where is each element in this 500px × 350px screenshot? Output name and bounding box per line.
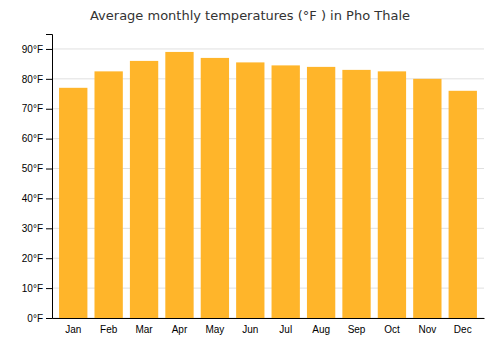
- x-tick-label: Jun: [242, 324, 258, 335]
- bar: [413, 79, 441, 318]
- y-axis: 0°F 10°F 20°F 30°F 40°F 50°F 60°F 70°F 80°F 90°F: [22, 35, 53, 324]
- x-tick: Jan: [65, 324, 81, 335]
- y-tick: 70°F: [22, 103, 52, 114]
- bar: [94, 71, 122, 318]
- x-tick: Nov: [418, 324, 436, 335]
- y-tick-mark: [46, 49, 52, 50]
- x-tick: Jun: [242, 324, 258, 335]
- x-tick: Aug: [312, 324, 330, 335]
- y-tick-mark: [46, 139, 52, 140]
- grid-line: [52, 48, 484, 49]
- y-tick-label: 10°F: [22, 283, 43, 294]
- x-tick: Feb: [100, 324, 118, 335]
- y-tick-label: 30°F: [22, 223, 43, 234]
- y-tick: 90°F: [22, 44, 52, 55]
- y-tick: 30°F: [22, 223, 52, 234]
- y-tick-mark: [46, 109, 52, 110]
- x-axis-line: [53, 318, 485, 319]
- bar: [378, 71, 406, 318]
- x-tick: Mar: [135, 324, 153, 335]
- chart: 0°F 10°F 20°F 30°F 40°F 50°F 60°F 70°F 80°F 90°F J…: [0, 0, 500, 350]
- y-tick-mark: [46, 258, 52, 259]
- x-tick-label: Mar: [135, 324, 153, 335]
- bar: [59, 88, 87, 318]
- x-tick: Dec: [454, 324, 472, 335]
- x-tick: Apr: [172, 324, 188, 335]
- y-tick-label: 20°F: [22, 253, 43, 264]
- y-tick-label: 80°F: [22, 74, 43, 85]
- bar: [201, 58, 229, 318]
- x-tick-label: May: [205, 324, 224, 335]
- y-tick: 50°F: [22, 163, 52, 174]
- y-tick: 10°F: [22, 283, 52, 294]
- y-tick: 0°F: [27, 313, 52, 324]
- x-tick-label: Apr: [172, 324, 188, 335]
- x-tick-label: Jul: [279, 324, 292, 335]
- x-tick: May: [205, 324, 224, 335]
- x-tick-label: Nov: [418, 324, 436, 335]
- x-tick-label: Oct: [384, 324, 400, 335]
- bar: [449, 91, 477, 318]
- bar: [236, 62, 264, 318]
- y-axis-line: [46, 35, 53, 319]
- y-tick-mark: [46, 228, 52, 229]
- x-tick-label: Jan: [65, 324, 81, 335]
- x-tick-label: Aug: [312, 324, 330, 335]
- y-tick-label: 50°F: [22, 163, 43, 174]
- y-tick-mark: [46, 288, 52, 289]
- y-tick-mark: [46, 318, 52, 319]
- y-tick-mark: [46, 198, 52, 199]
- plot: 0°F 10°F 20°F 30°F 40°F 50°F 60°F 70°F 80°F 90°F J…: [22, 35, 485, 336]
- y-tick-mark: [46, 79, 52, 80]
- bar: [272, 65, 300, 318]
- title: Average monthly temperatures (°F ) in Ph…: [90, 8, 410, 23]
- y-tick: 20°F: [22, 253, 52, 264]
- x-tick: Jul: [279, 324, 292, 335]
- y-tick: 60°F: [22, 133, 52, 144]
- x-tick-label: Feb: [100, 324, 118, 335]
- bar: [342, 70, 370, 318]
- y-tick: 40°F: [22, 193, 52, 204]
- y-tick-label: 0°F: [27, 313, 43, 324]
- y-tick-label: 90°F: [22, 44, 43, 55]
- y-tick-label: 40°F: [22, 193, 43, 204]
- x-tick-label: Sep: [348, 324, 366, 335]
- y-tick: 80°F: [22, 74, 52, 85]
- x-tick: Sep: [348, 324, 366, 335]
- bar: [307, 67, 335, 318]
- grid: [52, 49, 484, 318]
- bar: [130, 61, 158, 318]
- y-tick-label: 70°F: [22, 103, 43, 114]
- bars: [59, 52, 477, 318]
- x-axis: Jan Feb Mar Apr May Jun Jul Aug Sep Oct Nov Dec: [53, 319, 485, 336]
- x-tick: Oct: [384, 324, 400, 335]
- x-tick-label: Dec: [454, 324, 472, 335]
- y-tick-label: 60°F: [22, 133, 43, 144]
- y-tick-mark: [46, 169, 52, 170]
- bar: [165, 52, 193, 318]
